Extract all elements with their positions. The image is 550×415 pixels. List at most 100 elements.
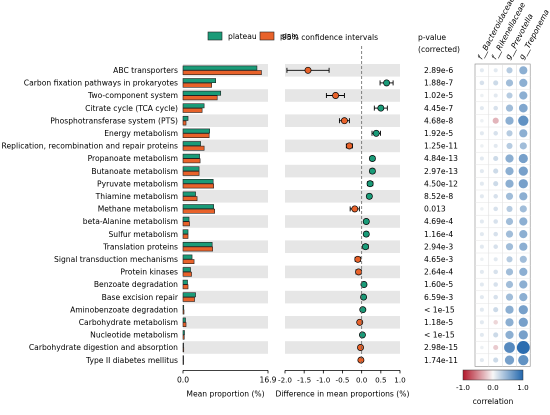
heatmap-cell <box>505 318 514 327</box>
category-label: Citrate cycle (TCA cycle) <box>85 104 178 113</box>
category-label: Benzoate degradation <box>94 280 178 289</box>
heatmap-cell <box>479 320 484 325</box>
diff-x-tick-label: 1.0 <box>394 375 406 384</box>
difference-point <box>340 117 348 125</box>
heatmap-cell <box>519 78 528 87</box>
category-label: Type II diabetes mellitus <box>85 356 178 365</box>
pvalue-label: 8.52e-8 <box>424 192 453 201</box>
row-band-bars <box>183 265 268 279</box>
difference-point <box>368 167 376 175</box>
bar-plateau <box>182 254 193 260</box>
heatmap-cell <box>505 293 514 301</box>
heatmap-cell <box>518 330 528 340</box>
heatmap-cell <box>480 207 484 211</box>
heatmap-cell <box>518 103 528 113</box>
category-label: beta-Alanine metabolism <box>83 217 178 226</box>
category-label: Thiamine metabolism <box>95 192 178 201</box>
difference-point <box>351 205 359 213</box>
difference-point <box>358 331 366 339</box>
difference-plot <box>286 46 394 367</box>
heatmap-cell <box>479 282 484 287</box>
bar-plateau <box>182 342 184 348</box>
heatmap-cell <box>518 166 528 176</box>
heatmap-cell <box>519 267 528 276</box>
pvalue-label: 4.68e-8 <box>424 116 453 125</box>
heatmap-cell <box>479 181 484 186</box>
category-label: Carbohydrate digestion and absorption <box>29 343 178 352</box>
heatmap-cell <box>519 66 528 75</box>
bar-plain <box>182 296 195 302</box>
bar-plateau <box>182 153 200 159</box>
bar-plateau <box>182 103 205 109</box>
pvalue-label: 0.013 <box>424 205 446 214</box>
bar-plain <box>182 234 189 239</box>
heatmap-cell <box>506 92 513 99</box>
row-band-diff <box>285 164 400 178</box>
heatmap-cell <box>518 153 528 164</box>
bar-x-tick-label: 0.0 <box>177 375 189 384</box>
pvalue-label: 4.65e-3 <box>424 255 453 264</box>
bar-plain <box>182 284 189 290</box>
row-band-diff <box>285 215 400 228</box>
bar-plateau <box>182 78 216 83</box>
row-band-diff <box>285 265 400 279</box>
bar-plain <box>182 95 218 101</box>
bar-plain <box>182 108 203 113</box>
category-label: Methane metabolism <box>98 205 178 214</box>
heatmap-cell <box>519 205 527 213</box>
heatmap-cell <box>505 79 514 87</box>
bar-plain <box>182 359 184 365</box>
pvalue-header-line2: (corrected) <box>418 45 460 54</box>
pvalue-header-line1: p-value <box>418 33 446 42</box>
bar-plain <box>182 271 192 277</box>
pvalue-label: 2.97e-13 <box>424 167 458 176</box>
bar-plateau <box>182 242 213 247</box>
diff-x-tick-label: -1.5 <box>297 375 311 384</box>
pvalue-label: 2.98e-15 <box>424 343 458 352</box>
colorbar-tick-label: 0.0 <box>487 383 499 392</box>
category-label: Butanoate metabolism <box>91 167 178 176</box>
heatmap-cell <box>479 269 484 274</box>
bar-x-tick-label: 16.9 <box>260 375 277 384</box>
heatmap-cell <box>506 130 513 137</box>
heatmap-cell <box>519 142 527 150</box>
heatmap-cell <box>493 231 498 237</box>
category-label: Carbohydrate metabolism <box>79 318 178 327</box>
heatmap-cell <box>493 244 498 249</box>
category-label: Carbon fixation pathways in prokaryotes <box>24 79 178 88</box>
heatmap-cell <box>479 358 484 363</box>
category-label: Signal transduction mechanisms <box>54 255 178 264</box>
row-band-diff <box>285 341 400 354</box>
category-label: Sulfur metabolism <box>108 230 178 239</box>
bar-plain <box>182 208 215 214</box>
bar-plain <box>182 133 210 138</box>
category-label: ABC transporters <box>113 66 178 75</box>
category-label: Nucleotide metabolism <box>90 331 178 340</box>
heatmap-cell <box>493 181 499 187</box>
heatmap-cell <box>493 131 498 136</box>
difference-point <box>362 243 369 251</box>
heatmap-cell <box>493 294 498 300</box>
bar-plateau <box>182 355 184 361</box>
diff-x-axis-label: Difference in mean proportions (%) <box>276 389 410 398</box>
heatmap-cell <box>505 104 514 112</box>
bar-plateau <box>182 141 201 146</box>
difference-point <box>357 344 364 351</box>
heatmap-cell <box>505 167 514 176</box>
heatmap-cell <box>493 332 499 338</box>
row-band-diff <box>285 139 400 153</box>
difference-point <box>345 142 353 150</box>
diff-x-tick-label: 0.5 <box>375 375 386 384</box>
heatmap-cell <box>505 192 514 200</box>
difference-point <box>304 66 312 74</box>
bar-x-axis-label: Mean proportion (%) <box>186 389 264 398</box>
bar-plateau <box>182 116 189 121</box>
pvalue-label: 2.94e-3 <box>424 242 453 251</box>
difference-point <box>366 180 374 188</box>
bar-plain <box>182 171 200 176</box>
row-band-bars <box>183 215 268 228</box>
bar-plateau <box>182 279 188 285</box>
heatmap-cell <box>505 116 514 125</box>
heatmap-cell <box>479 295 484 300</box>
row-band-diff <box>285 316 400 329</box>
